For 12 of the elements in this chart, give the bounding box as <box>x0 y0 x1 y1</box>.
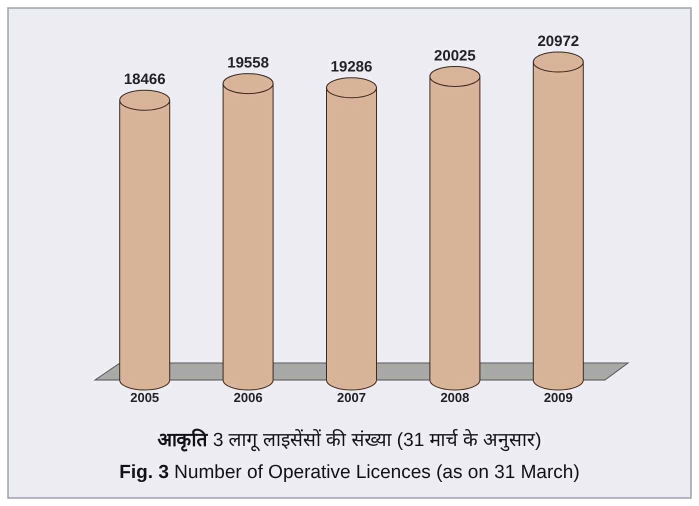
data-label: 18466 <box>124 71 166 88</box>
data-label: 19286 <box>330 58 372 76</box>
x-tick-label: 2005 <box>130 390 160 405</box>
data-label: 20972 <box>537 33 580 50</box>
data-label: 20025 <box>434 47 476 64</box>
x-tick-label: 2009 <box>544 390 573 405</box>
x-tick-label: 2008 <box>440 390 470 405</box>
x-tick-label: 2006 <box>234 390 263 405</box>
x-tick-label: 2007 <box>337 390 366 405</box>
data-label: 19558 <box>227 54 269 72</box>
text: Fig. 3 Number of Operative Licences (as on 31 March) <box>119 462 580 483</box>
text: आकृति 3 लागू लाइसेंसों की संख्या (31 मार्च के अनुसार) <box>158 428 542 452</box>
